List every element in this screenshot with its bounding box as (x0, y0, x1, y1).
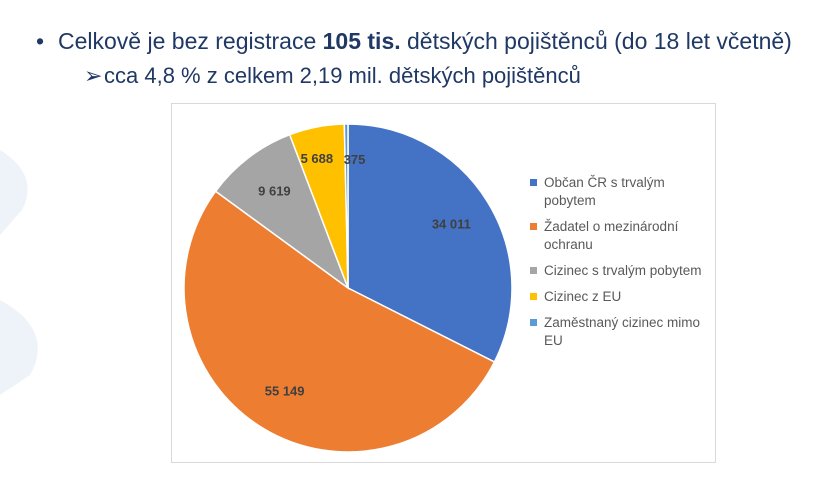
pie-data-label: 375 (344, 152, 366, 167)
bullet-sub-text: cca 4,8 % z celkem 2,19 mil. dětských po… (104, 63, 581, 88)
bullet-marker: • (36, 28, 45, 54)
pie-data-label: 5 688 (301, 151, 334, 166)
legend-item: Žadatel o mezinárodní ochranu (526, 218, 711, 254)
pie-slice (183, 190, 496, 453)
pie-slice (214, 133, 350, 291)
legend-label: Zaměstnaný cizinec mimo EU (544, 315, 701, 348)
pie-slice (343, 123, 349, 289)
pie-slice (347, 123, 513, 363)
bullet-main: • Celkově je bez registrace 105 tis. děts… (36, 28, 792, 55)
legend-label: Cizinec z EU (544, 289, 622, 304)
bullet-sub: ➢cca 4,8 % z celkem 2,19 mil. dětských p… (84, 63, 581, 89)
pie-data-label: 55 149 (265, 384, 305, 399)
legend-swatch (530, 319, 537, 326)
bullet-main-suffix: dětských pojištěnců (do 18 let včetně) (400, 28, 792, 54)
legend-item: Zaměstnaný cizinec mimo EU (526, 314, 711, 350)
pie-data-label: 9 619 (258, 184, 291, 199)
legend-label: Žadatel o mezinárodní ochranu (544, 219, 679, 252)
bullet-main-prefix: Celkově je bez registrace (58, 28, 323, 54)
legend-label: Cizinec s trvalým pobytem (544, 263, 702, 278)
arrow-bullet-icon: ➢ (84, 63, 103, 88)
legend-item: Cizinec s trvalým pobytem (526, 262, 711, 280)
legend-swatch (530, 267, 537, 274)
pie-data-label: 34 011 (432, 216, 471, 231)
legend-swatch (530, 293, 537, 300)
legend-item: Cizinec z EU (526, 288, 711, 306)
legend-swatch (530, 223, 537, 230)
pie-chart-svg: 34 011 55 149 9 619 5 688 375 (183, 123, 513, 453)
legend-label: Občan ČR s trvalým pobytem (544, 175, 665, 208)
bullet-main-bold: 105 tis. (322, 28, 401, 54)
legend-swatch (530, 179, 537, 186)
chart-legend: Občan ČR s trvalým pobytem Žadatel o mezi… (526, 174, 711, 358)
legend-item: Občan ČR s trvalým pobytem (526, 174, 711, 210)
pie-chart: 34 011 55 149 9 619 5 688 375 Občan ČR s trv… (171, 103, 716, 463)
